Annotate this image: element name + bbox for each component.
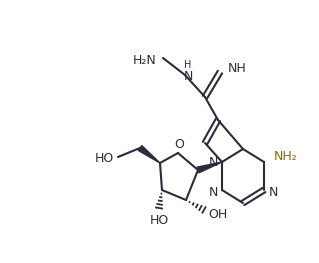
Text: N: N — [268, 185, 278, 199]
Text: N: N — [208, 156, 218, 169]
Text: NH: NH — [228, 63, 247, 75]
Text: NH₂: NH₂ — [274, 150, 298, 164]
Polygon shape — [197, 162, 222, 173]
Text: O: O — [174, 139, 184, 151]
Text: H: H — [184, 60, 192, 70]
Text: N: N — [208, 185, 218, 199]
Text: HO: HO — [94, 153, 114, 165]
Text: HO: HO — [149, 214, 169, 226]
Text: N: N — [183, 70, 193, 83]
Polygon shape — [138, 146, 160, 163]
Text: H₂N: H₂N — [133, 53, 157, 67]
Text: OH: OH — [208, 208, 228, 220]
